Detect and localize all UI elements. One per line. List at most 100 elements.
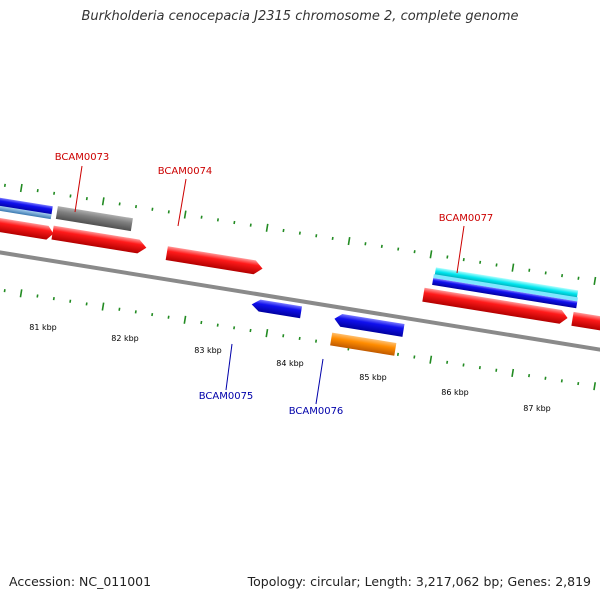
minor-tick (118, 202, 121, 206)
major-tick (593, 382, 597, 391)
gene-label-bcam0076[interactable]: BCAM0076 (289, 406, 344, 417)
minor-tick (479, 260, 482, 264)
major-tick (511, 263, 515, 272)
label-leader-line (315, 358, 324, 405)
minor-tick (167, 315, 170, 319)
major-tick (183, 210, 187, 219)
accession-label: Accession: NC_011001 (9, 574, 152, 589)
forward-strand-features (0, 186, 600, 344)
major-tick (429, 250, 433, 259)
minor-tick (151, 207, 154, 211)
gene-feature-forward[interactable] (0, 206, 55, 241)
minor-tick (233, 220, 236, 225)
minor-tick (528, 373, 531, 378)
label-leader-line (225, 343, 233, 391)
kbp-label: 81 kbp (29, 323, 57, 332)
minor-tick (36, 189, 39, 193)
minor-tick (331, 236, 334, 241)
minor-tick (53, 191, 56, 195)
minor-tick (544, 376, 547, 380)
reverse-strand-features (251, 298, 405, 356)
kbp-label: 84 kbp (276, 359, 304, 368)
genome-info-label: Topology: circular; Length: 3,217,062 bp… (247, 574, 591, 589)
gene-label-bcam0074[interactable]: BCAM0074 (158, 166, 213, 177)
major-tick (101, 302, 105, 311)
minor-tick (52, 297, 55, 301)
kbp-label: 82 kbp (111, 334, 139, 343)
gene-feature-reverse[interactable] (251, 298, 303, 319)
minor-tick (413, 250, 416, 254)
minor-tick (167, 210, 170, 214)
gene-label-bcam0073[interactable]: BCAM0073 (55, 152, 110, 163)
genome-backbone (0, 231, 600, 374)
minor-tick (560, 379, 563, 383)
major-tick (265, 329, 269, 338)
gene-feature-forward[interactable] (51, 225, 147, 255)
orange-feature[interactable] (330, 332, 397, 356)
minor-tick (446, 255, 449, 259)
minor-tick (85, 197, 88, 201)
minor-tick (478, 366, 481, 370)
gene-feature-forward-upper2[interactable] (0, 194, 52, 220)
gene-labels: BCAM0073 BCAM0074 BCAM0075 BCAM0076 BCAM… (55, 152, 494, 417)
major-tick (429, 355, 433, 364)
minor-tick (216, 218, 219, 222)
gene-feature-forward[interactable] (165, 246, 264, 275)
major-tick (593, 276, 597, 285)
minor-tick (577, 381, 580, 386)
minor-tick (233, 326, 236, 330)
minor-tick (396, 352, 399, 356)
gene-feature-forward[interactable] (571, 311, 600, 344)
minor-tick (462, 258, 465, 262)
minor-tick (3, 183, 6, 187)
gene-feature-forward-upper[interactable] (0, 186, 53, 216)
major-tick (347, 237, 351, 246)
minor-tick (69, 299, 72, 303)
minor-tick (413, 355, 416, 359)
minor-tick (134, 204, 138, 209)
cyan-feature[interactable] (434, 267, 579, 299)
minor-tick (380, 244, 383, 249)
label-leader-line (74, 165, 83, 213)
minor-tick (200, 320, 203, 325)
kbp-label: 86 kbp (441, 388, 469, 397)
minor-tick (577, 276, 580, 280)
minor-tick (134, 310, 137, 314)
label-leader-line (456, 225, 465, 274)
gene-feature-reverse[interactable] (333, 313, 405, 337)
pseudogene-feature[interactable] (55, 206, 133, 232)
minor-tick (298, 231, 301, 235)
minor-tick (249, 328, 252, 333)
gene-label-bcam0077[interactable]: BCAM0077 (439, 213, 494, 224)
minor-tick (282, 334, 285, 338)
minor-tick (36, 294, 39, 298)
minor-tick (495, 263, 498, 267)
minor-tick (282, 228, 285, 233)
major-tick (19, 289, 23, 298)
minor-tick (315, 234, 318, 238)
kbp-labels: 81 kbp 82 kbp 83 kbp 84 kbp 85 kbp 86 kb… (29, 323, 551, 413)
genome-track-group (0, 183, 600, 391)
minor-tick (85, 302, 88, 306)
minor-tick (364, 242, 367, 246)
kbp-label: 87 kbp (523, 404, 551, 413)
label-leader-line (177, 178, 187, 227)
major-tick (511, 368, 515, 378)
gene-feature-forward[interactable] (422, 287, 568, 325)
minor-tick (446, 360, 449, 364)
minor-tick (528, 268, 531, 272)
gene-label-bcam0075[interactable]: BCAM0075 (199, 391, 254, 402)
minor-tick (544, 271, 547, 275)
major-tick (19, 183, 23, 193)
blue-feature-upper[interactable] (432, 278, 578, 309)
major-tick (183, 315, 187, 324)
minor-tick (561, 273, 564, 278)
cyan-feature-lower[interactable] (433, 274, 578, 302)
map-title: Burkholderia cenocepacia J2315 chromosom… (81, 9, 519, 24)
minor-tick (462, 363, 465, 367)
minor-tick (315, 339, 318, 343)
minor-tick (118, 307, 121, 311)
minor-tick (216, 323, 219, 327)
